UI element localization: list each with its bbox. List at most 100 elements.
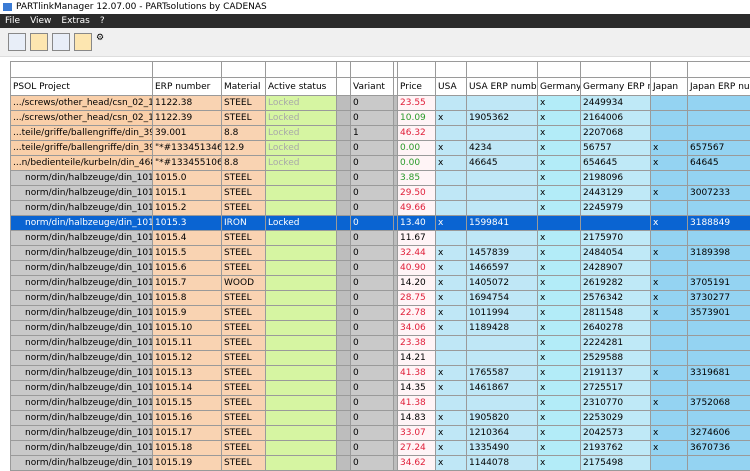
grid-cell <box>688 336 750 351</box>
toolbar-button[interactable] <box>74 33 92 51</box>
grid-cell <box>651 111 688 126</box>
column-header[interactable]: USA ERP number <box>467 78 538 96</box>
toolbar-button[interactable] <box>30 33 48 51</box>
grid-cell: x <box>538 411 581 426</box>
grid-row[interactable]: norm/din/halbzeuge/din_1015.prj1015.17ST… <box>11 426 750 441</box>
grid-cell: x <box>538 126 581 141</box>
column-header[interactable]: Japan ERP num... <box>688 78 750 96</box>
menu-item[interactable]: ? <box>100 14 105 28</box>
filter-cell[interactable] <box>467 62 538 78</box>
grid-row[interactable]: norm/din/halbzeuge/din_1015.prj1015.2STE… <box>11 201 750 216</box>
filter-cell[interactable] <box>688 62 750 78</box>
grid-cell: 0 <box>351 366 394 381</box>
grid-cell: 2310770 <box>581 396 651 411</box>
grid-cell: 40.90 <box>398 261 436 276</box>
grid-row[interactable]: ...n/bedienteile/kurbeln/din_468_d.prj"*… <box>11 156 750 171</box>
menu-item[interactable]: View <box>30 14 51 28</box>
filter-cell[interactable] <box>538 62 581 78</box>
filter-cell[interactable] <box>222 62 266 78</box>
column-header[interactable]: Germany ERP n... <box>581 78 651 96</box>
grid-row[interactable]: .../screws/other_head/csn_02_1122.prj112… <box>11 96 750 111</box>
grid-cell: 0 <box>351 291 394 306</box>
grid-cell: norm/din/halbzeuge/din_1015.prj <box>11 366 153 381</box>
grid-cell <box>651 201 688 216</box>
grid-row[interactable]: norm/din/halbzeuge/din_1015.prj1015.16ST… <box>11 411 750 426</box>
grid-row[interactable]: norm/din/halbzeuge/din_1015.prj1015.5STE… <box>11 246 750 261</box>
column-header[interactable]: Active status <box>266 78 337 96</box>
grid-cell: STEEL <box>222 171 266 186</box>
grid-cell <box>337 111 351 126</box>
grid-row[interactable]: ...teile/griffe/ballengriffe/din_39_d.pr… <box>11 141 750 156</box>
filter-cell[interactable] <box>153 62 222 78</box>
filter-cell[interactable] <box>651 62 688 78</box>
grid-row[interactable]: norm/din/halbzeuge/din_1015.prj1015.15ST… <box>11 396 750 411</box>
grid-cell <box>651 411 688 426</box>
column-header[interactable]: ERP number <box>153 78 222 96</box>
grid-row[interactable]: norm/din/halbzeuge/din_1015.prj1015.8STE… <box>11 291 750 306</box>
column-header[interactable] <box>337 78 351 96</box>
grid-row[interactable]: norm/din/halbzeuge/din_1015.prj1015.9STE… <box>11 306 750 321</box>
grid-row[interactable]: norm/din/halbzeuge/din_1015.prj1015.19ST… <box>11 456 750 471</box>
grid-row[interactable]: norm/din/halbzeuge/din_1015.prj1015.7WOO… <box>11 276 750 291</box>
grid-cell <box>436 186 467 201</box>
grid-row[interactable]: norm/din/halbzeuge/din_1015.prj1015.4STE… <box>11 231 750 246</box>
grid-cell: x <box>538 96 581 111</box>
filter-cell[interactable] <box>266 62 337 78</box>
grid-cell <box>467 396 538 411</box>
grid-row[interactable]: ...teile/griffe/ballengriffe/din_39_d.pr… <box>11 126 750 141</box>
column-header[interactable]: Price <box>398 78 436 96</box>
filter-cell[interactable] <box>581 62 651 78</box>
filter-cell[interactable] <box>337 62 351 78</box>
grid-cell: 49.66 <box>398 201 436 216</box>
filter-row <box>11 62 750 78</box>
grid-cell: IRON <box>222 216 266 231</box>
grid-cell: x <box>538 171 581 186</box>
column-header[interactable]: PSOL Project <box>11 78 153 96</box>
filter-cell[interactable] <box>398 62 436 78</box>
filter-cell[interactable] <box>436 62 467 78</box>
grid-cell: 2576342 <box>581 291 651 306</box>
filter-cell[interactable] <box>11 62 153 78</box>
grid-cell: norm/din/halbzeuge/din_1015.prj <box>11 261 153 276</box>
grid-cell: 3319681 <box>688 366 750 381</box>
grid-cell: x <box>538 186 581 201</box>
grid-row[interactable]: norm/din/halbzeuge/din_1015.prj1015.3IRO… <box>11 216 750 231</box>
grid-cell: norm/din/halbzeuge/din_1015.prj <box>11 171 153 186</box>
grid-cell: 1905820 <box>467 411 538 426</box>
settings-button[interactable]: ⚙ <box>96 33 114 51</box>
grid-row[interactable]: norm/din/halbzeuge/din_1015.prj1015.10ST… <box>11 321 750 336</box>
menu-item[interactable]: Extras <box>61 14 89 28</box>
grid-row[interactable]: norm/din/halbzeuge/din_1015.prj1015.12ST… <box>11 351 750 366</box>
grid-cell: 1015.4 <box>153 231 222 246</box>
grid-row[interactable]: norm/din/halbzeuge/din_1015.prj1015.14ST… <box>11 381 750 396</box>
toolbar-button[interactable] <box>8 33 26 51</box>
grid-cell: 1335490 <box>467 441 538 456</box>
grid-row[interactable]: norm/din/halbzeuge/din_1015.prj1015.13ST… <box>11 366 750 381</box>
grid-cell: 2175970 <box>581 231 651 246</box>
toolbar-button[interactable] <box>52 33 70 51</box>
grid-cell: STEEL <box>222 261 266 276</box>
grid-cell <box>467 186 538 201</box>
grid-cell: norm/din/halbzeuge/din_1015.prj <box>11 186 153 201</box>
column-header[interactable]: Japan <box>651 78 688 96</box>
grid-cell <box>337 381 351 396</box>
filter-cell[interactable] <box>351 62 394 78</box>
grid-row[interactable]: norm/din/halbzeuge/din_1015.prj1015.6STE… <box>11 261 750 276</box>
column-header[interactable]: Material <box>222 78 266 96</box>
column-header[interactable]: USA <box>436 78 467 96</box>
grid-row[interactable]: norm/din/halbzeuge/din_1015.prj1015.0STE… <box>11 171 750 186</box>
grid-cell: x <box>436 426 467 441</box>
grid-row[interactable]: norm/din/halbzeuge/din_1015.prj1015.11ST… <box>11 336 750 351</box>
grid-cell: 1015.18 <box>153 441 222 456</box>
grid-cell <box>651 456 688 471</box>
menu-item[interactable]: File <box>5 14 20 28</box>
grid-cell: x <box>436 261 467 276</box>
grid-cell: x <box>538 396 581 411</box>
column-header[interactable]: Variant <box>351 78 394 96</box>
grid-row[interactable]: .../screws/other_head/csn_02_1122.prj112… <box>11 111 750 126</box>
grid-row[interactable]: norm/din/halbzeuge/din_1015.prj1015.1STE… <box>11 186 750 201</box>
grid-cell: 2191137 <box>581 366 651 381</box>
column-header[interactable]: Germany <box>538 78 581 96</box>
grid-row[interactable]: norm/din/halbzeuge/din_1015.prj1015.18ST… <box>11 441 750 456</box>
